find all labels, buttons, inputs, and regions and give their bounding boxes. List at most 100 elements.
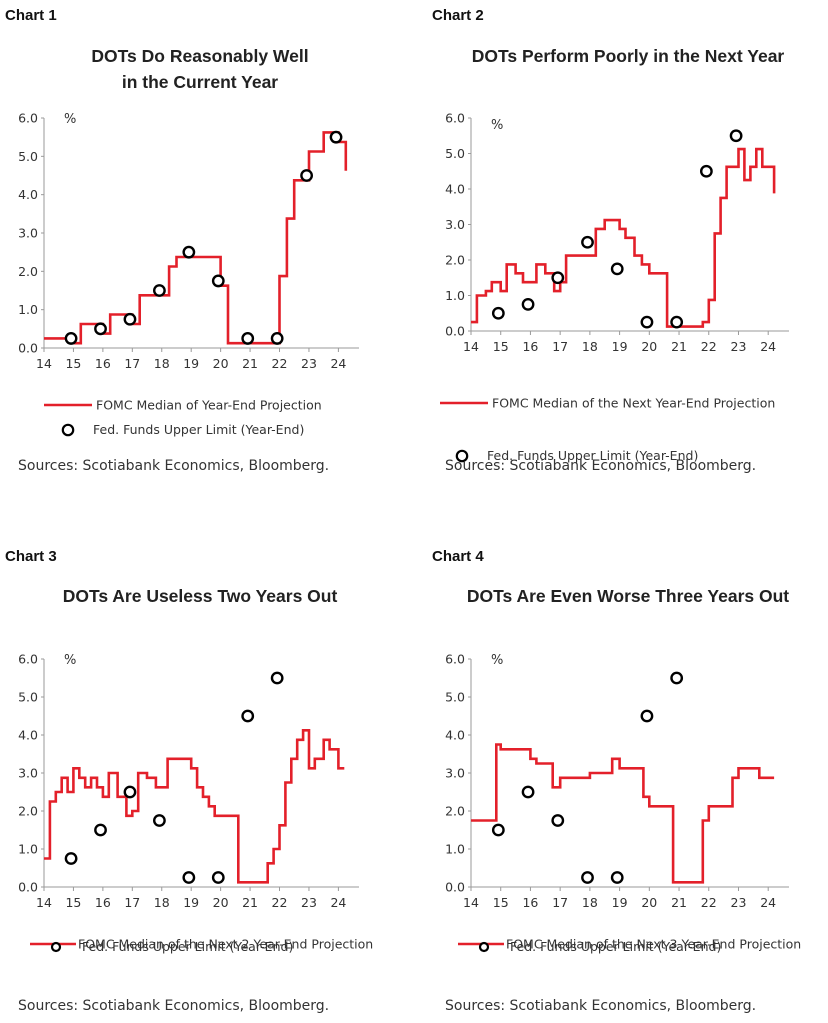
y-tick-label: 3.0: [18, 226, 38, 241]
y-tick-label: 1.0: [18, 842, 38, 857]
y-tick-label: 6.0: [445, 111, 465, 126]
y-tick-label: 5.0: [445, 146, 465, 161]
x-tick-label: 20: [641, 339, 657, 354]
y-tick-label: 3.0: [445, 217, 465, 232]
x-tick-label: 21: [671, 339, 687, 354]
data-point-fed-funds: [729, 129, 743, 143]
data-point-fed-funds: [329, 130, 343, 144]
x-tick-label: 16: [522, 339, 538, 354]
data-point-fed-funds: [123, 785, 137, 799]
series-line-fomc-median: [471, 743, 775, 884]
data-point-fed-funds: [610, 262, 624, 276]
x-tick-label: 14: [36, 356, 52, 371]
y-tick-label: 1.0: [445, 288, 465, 303]
data-point-fed-funds: [670, 315, 684, 329]
x-tick-label: 23: [301, 356, 317, 371]
legend-label-line: FOMC Median of Year-End Projection: [96, 398, 322, 413]
x-tick-label: 21: [671, 895, 687, 910]
data-point-fed-funds: [581, 235, 594, 249]
x-tick-label: 24: [760, 339, 776, 354]
data-point-fed-funds: [153, 284, 166, 297]
x-tick-label: 22: [701, 895, 717, 910]
y-tick-label: 0.0: [18, 880, 38, 895]
legend-dot-swatch: [61, 423, 75, 437]
data-point-fed-funds: [94, 823, 107, 837]
x-tick-label: 23: [731, 895, 747, 910]
y-tick-label: 2.0: [18, 804, 38, 819]
legend-dot-swatch: [478, 941, 490, 953]
x-tick-label: 22: [272, 895, 288, 910]
legend-dot-swatch: [455, 449, 469, 463]
x-tick-label: 21: [242, 356, 258, 371]
x-tick-label: 18: [154, 356, 170, 371]
data-point-fed-funds: [94, 322, 107, 336]
x-tick-label: 16: [522, 895, 538, 910]
y-tick-label: 5.0: [18, 149, 38, 164]
y-tick-label: 4.0: [18, 728, 38, 743]
x-tick-label: 15: [65, 356, 81, 371]
y-tick-label: 4.0: [445, 182, 465, 197]
y-tick-label: 1.0: [445, 842, 465, 857]
data-point-fed-funds: [241, 709, 255, 723]
panel-label: Chart 1: [5, 7, 57, 24]
x-tick-label: 17: [124, 895, 140, 910]
data-point-fed-funds: [270, 671, 284, 685]
legend-label-dots: Fed. Funds Upper Limit (Year-End): [93, 422, 304, 437]
legend-label-dots: Fed. Funds Upper Limit (Year-End): [487, 448, 698, 463]
data-point-fed-funds: [300, 169, 313, 182]
x-tick-label: 20: [213, 895, 229, 910]
y-tick-label: 3.0: [18, 766, 38, 781]
chart-title: DOTs Are Even Worse Three Years Out: [467, 586, 789, 606]
legend-label-dots: Fed. Funds Upper Limit (Year-End): [510, 939, 721, 954]
series-line-fomc-median: [471, 147, 776, 328]
data-point-fed-funds: [551, 271, 565, 285]
x-tick-label: 17: [552, 339, 568, 354]
data-point-fed-funds: [640, 315, 654, 329]
data-point-fed-funds: [581, 871, 594, 884]
y-tick-label: 2.0: [445, 253, 465, 268]
legend-label-line: FOMC Median of the Next 2 Year-End Proje…: [78, 937, 373, 952]
y-axis-unit: %: [64, 112, 76, 127]
x-tick-label: 19: [183, 356, 199, 371]
panel-label: Chart 4: [432, 548, 484, 565]
x-tick-label: 23: [301, 895, 317, 910]
x-tick-label: 17: [124, 356, 140, 371]
data-point-fed-funds: [64, 332, 78, 345]
x-tick-label: 14: [463, 895, 479, 910]
data-point-fed-funds: [610, 871, 624, 884]
x-tick-label: 21: [242, 895, 258, 910]
x-tick-label: 24: [330, 356, 346, 371]
y-axis-unit: %: [491, 653, 503, 668]
source-note: Sources: Scotiabank Economics, Bloomberg…: [18, 458, 329, 474]
y-tick-label: 3.0: [445, 766, 465, 781]
x-tick-label: 15: [493, 895, 509, 910]
series-line-fomc-median: [44, 729, 345, 884]
y-tick-label: 0.0: [445, 880, 465, 895]
x-tick-label: 18: [582, 339, 598, 354]
chart-panel-1: Chart 1 DOTs Do Reasonably Well in the Cur…: [5, 7, 359, 474]
x-tick-label: 19: [612, 339, 628, 354]
data-point-fed-funds: [182, 871, 196, 884]
data-point-fed-funds: [670, 671, 684, 685]
x-tick-label: 24: [760, 895, 776, 910]
data-point-fed-funds: [491, 823, 505, 837]
chart-panel-4: Chart 4 DOTs Are Even Worse Three Years O…: [432, 548, 801, 1014]
data-point-fed-funds: [551, 814, 565, 827]
chart-title: DOTs Do Reasonably Well: [91, 46, 308, 66]
y-tick-label: 5.0: [18, 690, 38, 705]
y-axis-unit: %: [491, 118, 503, 133]
x-tick-label: 15: [493, 339, 509, 354]
x-tick-label: 16: [95, 356, 111, 371]
data-point-fed-funds: [699, 164, 713, 178]
data-point-fed-funds: [153, 814, 166, 827]
panel-label: Chart 2: [432, 7, 484, 24]
data-point-fed-funds: [182, 245, 196, 259]
y-tick-label: 0.0: [445, 324, 465, 339]
chart-title: DOTs Are Useless Two Years Out: [63, 586, 338, 606]
chart-title: in the Current Year: [122, 72, 278, 92]
y-tick-label: 6.0: [18, 111, 38, 126]
legend-label-line: FOMC Median of the Next Year-End Project…: [492, 396, 775, 411]
x-tick-label: 16: [95, 895, 111, 910]
x-tick-label: 22: [701, 339, 717, 354]
